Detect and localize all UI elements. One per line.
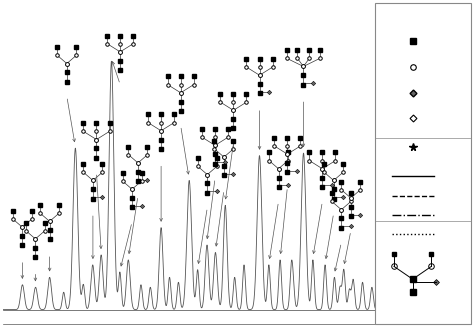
Bar — [375, 3, 471, 324]
